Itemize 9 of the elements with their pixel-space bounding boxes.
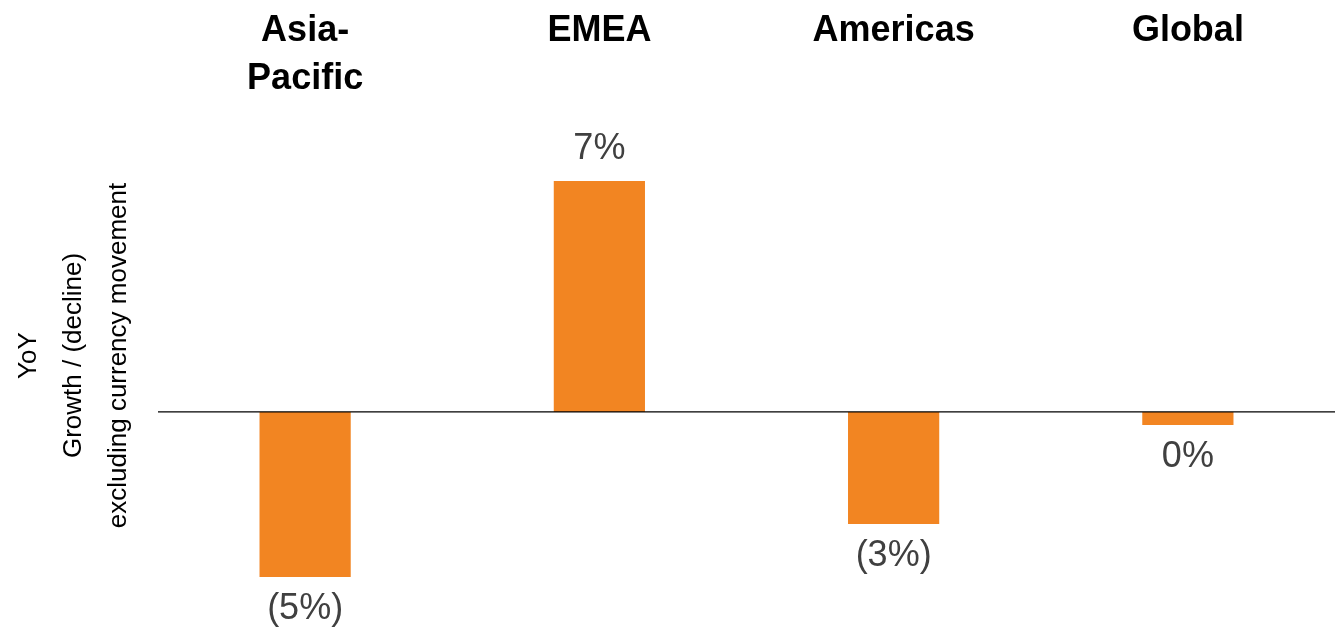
x-tick-label: Global — [1131, 7, 1244, 49]
data-label: (3%) — [855, 533, 932, 575]
data-label: (5%) — [267, 585, 344, 627]
y-axis-title: YoY Growth / (decline) excluding currency movement — [11, 182, 132, 529]
x-tick-label: Asia-Pacific — [247, 7, 364, 97]
data-label: 7% — [573, 125, 626, 167]
x-tick-label: EMEA — [547, 7, 652, 49]
x-tick-label: Americas — [812, 7, 975, 49]
data-label: 0% — [1161, 434, 1214, 476]
